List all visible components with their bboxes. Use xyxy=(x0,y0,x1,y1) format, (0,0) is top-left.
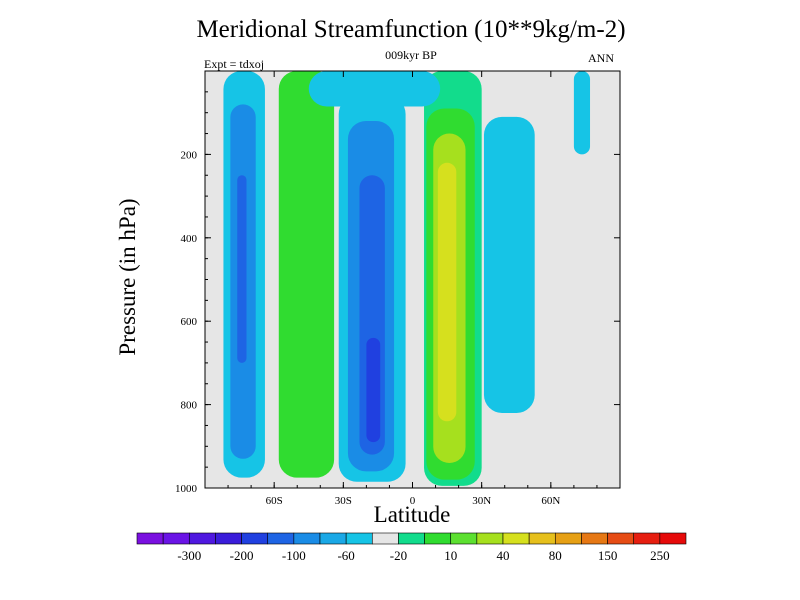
contour-field-8 xyxy=(366,337,381,443)
x-tick-label: 60N xyxy=(541,495,560,507)
plot-background xyxy=(205,71,620,488)
contour-field-15 xyxy=(308,71,441,107)
contour-field-3 xyxy=(237,175,247,363)
x-axis-label: Latitude xyxy=(373,502,451,527)
x-tick-label: 0 xyxy=(410,495,416,507)
contour-field-14 xyxy=(573,71,591,155)
y-tick-label: 600 xyxy=(181,316,198,328)
contour-field-12 xyxy=(437,162,457,422)
contour-fields xyxy=(223,71,591,486)
y-tick-label: 800 xyxy=(181,400,198,412)
x-tick-label: 60S xyxy=(266,495,283,507)
contour-field-13 xyxy=(483,116,535,413)
y-tick-label: 200 xyxy=(181,149,198,161)
axis-ticks: 60S 30S 0 30N 60N 200 400 600 800 1000 xyxy=(175,70,621,507)
season-label: ANN xyxy=(588,51,614,65)
x-tick-label: 30N xyxy=(472,495,491,507)
y-tick-label: 1000 xyxy=(175,483,198,495)
contour-field-4 xyxy=(278,71,335,478)
y-tick-label: 400 xyxy=(181,233,198,245)
chart-title: Meridional Streamfunction (10**9kg/m-2) xyxy=(196,16,626,43)
chart-subtitle: 009kyr BP xyxy=(385,48,437,62)
x-tick-label: 30S xyxy=(335,495,352,507)
experiment-label: Expt = tdxoj xyxy=(204,57,265,71)
